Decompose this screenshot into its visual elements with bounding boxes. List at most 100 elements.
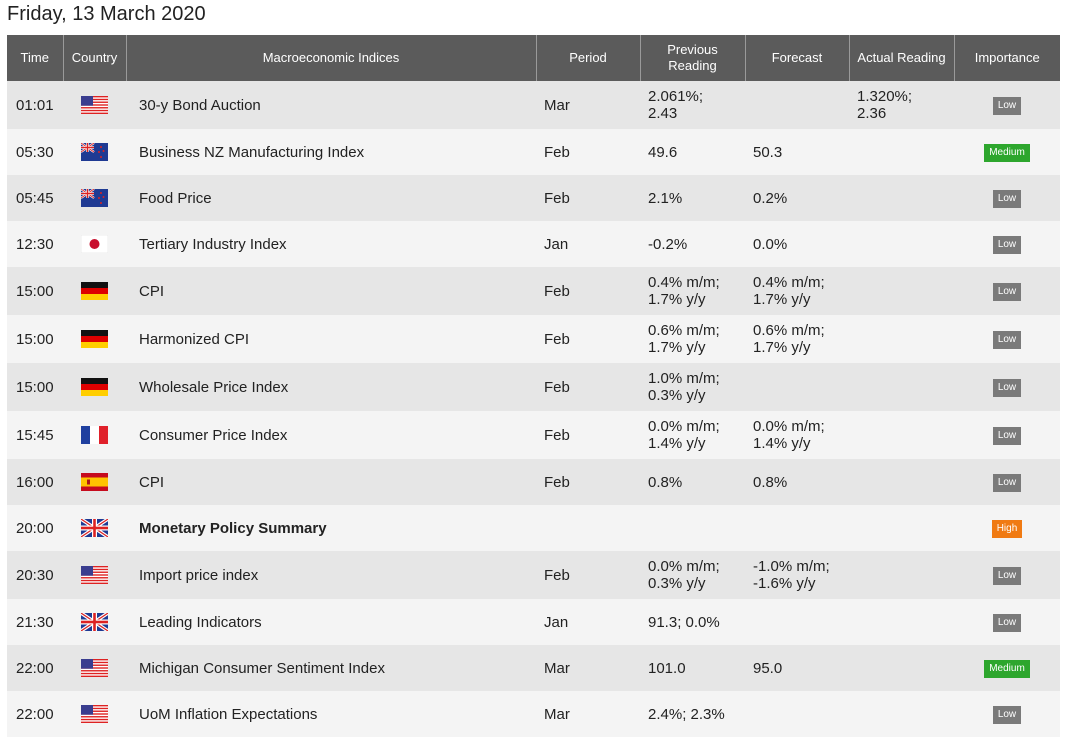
gb-flag-icon (81, 519, 108, 538)
fr-flag-icon (81, 426, 108, 445)
importance-cell: Medium (954, 129, 1060, 175)
table-row[interactable]: 21:30 Leading Indicators Jan 91.3; 0.0% Low (7, 599, 1060, 645)
actual-cell (849, 267, 954, 315)
indicator-name[interactable]: Michigan Consumer Sentiment Index (126, 645, 536, 691)
table-row[interactable]: 16:00 CPI Feb 0.8% 0.8% Low (7, 459, 1060, 505)
header-previous[interactable]: Previous Reading (640, 35, 746, 81)
period-cell: Feb (536, 411, 640, 459)
forecast-line1: -1.0% m/m; (753, 558, 830, 575)
importance-cell: High (954, 505, 1060, 551)
previous-cell: 0.4% m/m; 1.7% y/y (640, 267, 745, 315)
us-flag-icon (81, 659, 108, 678)
indicator-name[interactable]: Food Price (126, 175, 536, 221)
forecast-cell: -1.0% m/m; -1.6% y/y (745, 551, 849, 599)
table-row[interactable]: 22:00 UoM Inflation Expectations Mar 2.4%; … (7, 691, 1060, 737)
forecast-line1: 0.0% (753, 235, 788, 253)
header-actual[interactable]: Actual Reading (849, 35, 955, 81)
indicator-name[interactable]: Monetary Policy Summary (126, 505, 536, 551)
actual-cell (849, 459, 954, 505)
period-cell: Mar (536, 81, 640, 129)
table-row[interactable]: 20:30 Import price index Feb 0.0% m/m; 0.3% … (7, 551, 1060, 599)
forecast-cell: 0.4% m/m; 1.7% y/y (745, 267, 849, 315)
forecast-cell: 0.2% (745, 175, 849, 221)
previous-line1: 0.0% m/m; (648, 558, 720, 575)
indicator-name[interactable]: Consumer Price Index (126, 411, 536, 459)
importance-badge: Low (992, 567, 1022, 585)
time-cell: 12:30 (7, 221, 63, 267)
header-period[interactable]: Period (536, 35, 641, 81)
header-forecast[interactable]: Forecast (745, 35, 850, 81)
importance-badge: Low (992, 97, 1022, 115)
previous-cell: 2.1% (640, 175, 745, 221)
de-flag-icon (81, 282, 108, 301)
previous-line1: 49.6 (648, 143, 678, 161)
indicator-name[interactable]: CPI (126, 267, 536, 315)
table-row[interactable]: 05:45 Food Price Feb 2.1% 0.2% Low (7, 175, 1060, 221)
actual-line2: 2.36 (857, 105, 887, 122)
table-row[interactable]: 01:01 30-y Bond Auction Mar 2.061%; 2.43 1.32… (7, 81, 1060, 129)
previous-cell (640, 505, 745, 551)
forecast-line2: -1.6% y/y (753, 575, 816, 592)
header-indices[interactable]: Macroeconomic Indices (126, 35, 537, 81)
importance-badge: High (991, 520, 1023, 538)
country-cell (63, 459, 126, 505)
previous-cell: 0.6% m/m; 1.7% y/y (640, 315, 745, 363)
previous-line1: 0.6% m/m; (648, 322, 720, 339)
de-flag-icon (81, 378, 108, 397)
indicator-name[interactable]: Import price index (126, 551, 536, 599)
importance-badge: Low (992, 236, 1022, 254)
de-flag-icon (81, 330, 108, 349)
country-cell (63, 315, 126, 363)
country-cell (63, 363, 126, 411)
indicator-name[interactable]: Leading Indicators (126, 599, 536, 645)
country-cell (63, 81, 126, 129)
table-row[interactable]: 15:00 CPI Feb 0.4% m/m; 1.7% y/y 0.4% m/m; 1.7… (7, 267, 1060, 315)
indicator-name[interactable]: CPI (126, 459, 536, 505)
importance-cell: Low (954, 267, 1060, 315)
importance-badge: Low (992, 379, 1022, 397)
previous-line1: 0.8% (648, 473, 683, 491)
table-row[interactable]: 12:30 Tertiary Industry Index Jan -0.2% 0.0%… (7, 221, 1060, 267)
actual-cell (849, 129, 954, 175)
table-header-row: Time Country Macroeconomic Indices Perio… (7, 35, 1060, 81)
previous-cell: 49.6 (640, 129, 745, 175)
indicator-name[interactable]: Wholesale Price Index (126, 363, 536, 411)
table-row[interactable]: 15:00 Harmonized CPI Feb 0.6% m/m; 1.7% y/y 0… (7, 315, 1060, 363)
forecast-line1: 0.0% m/m; (753, 418, 825, 435)
country-cell (63, 691, 126, 737)
previous-cell: 0.0% m/m; 0.3% y/y (640, 551, 745, 599)
table-row[interactable]: 05:30 Business NZ Manufacturing Index Feb 4… (7, 129, 1060, 175)
table-row[interactable]: 22:00 Michigan Consumer Sentiment Index Ma… (7, 645, 1060, 691)
indicator-name[interactable]: Tertiary Industry Index (126, 221, 536, 267)
gb-flag-icon (81, 613, 108, 632)
table-row[interactable]: 15:45 Consumer Price Index Feb 0.0% m/m; 1.4… (7, 411, 1060, 459)
table-row[interactable]: 20:00 Monetary Policy Summary High (7, 505, 1060, 551)
previous-line1: 2.1% (648, 189, 683, 207)
actual-cell (849, 411, 954, 459)
period-cell: Jan (536, 599, 640, 645)
period-cell: Feb (536, 175, 640, 221)
forecast-line1: 95.0 (753, 659, 783, 677)
indicator-name[interactable]: 30-y Bond Auction (126, 81, 536, 129)
header-time[interactable]: Time (7, 35, 64, 81)
header-country[interactable]: Country (63, 35, 127, 81)
indicator-name[interactable]: Business NZ Manufacturing Index (126, 129, 536, 175)
indicator-name[interactable]: Harmonized CPI (126, 315, 536, 363)
table-row[interactable]: 15:00 Wholesale Price Index Feb 1.0% m/m; 0.… (7, 363, 1060, 411)
forecast-line1: 0.2% (753, 189, 788, 207)
previous-cell: -0.2% (640, 221, 745, 267)
importance-cell: Low (954, 81, 1060, 129)
previous-line1: -0.2% (648, 235, 688, 253)
forecast-cell (745, 599, 849, 645)
time-cell: 22:00 (7, 645, 63, 691)
header-previous-line2: Reading (668, 58, 717, 73)
header-importance[interactable]: Importance (954, 35, 1060, 81)
period-cell: Jan (536, 221, 640, 267)
country-cell (63, 175, 126, 221)
period-cell: Feb (536, 267, 640, 315)
period-cell: Mar (536, 691, 640, 737)
forecast-line1: 0.6% m/m; (753, 322, 825, 339)
actual-cell (849, 691, 954, 737)
importance-cell: Low (954, 691, 1060, 737)
indicator-name[interactable]: UoM Inflation Expectations (126, 691, 536, 737)
